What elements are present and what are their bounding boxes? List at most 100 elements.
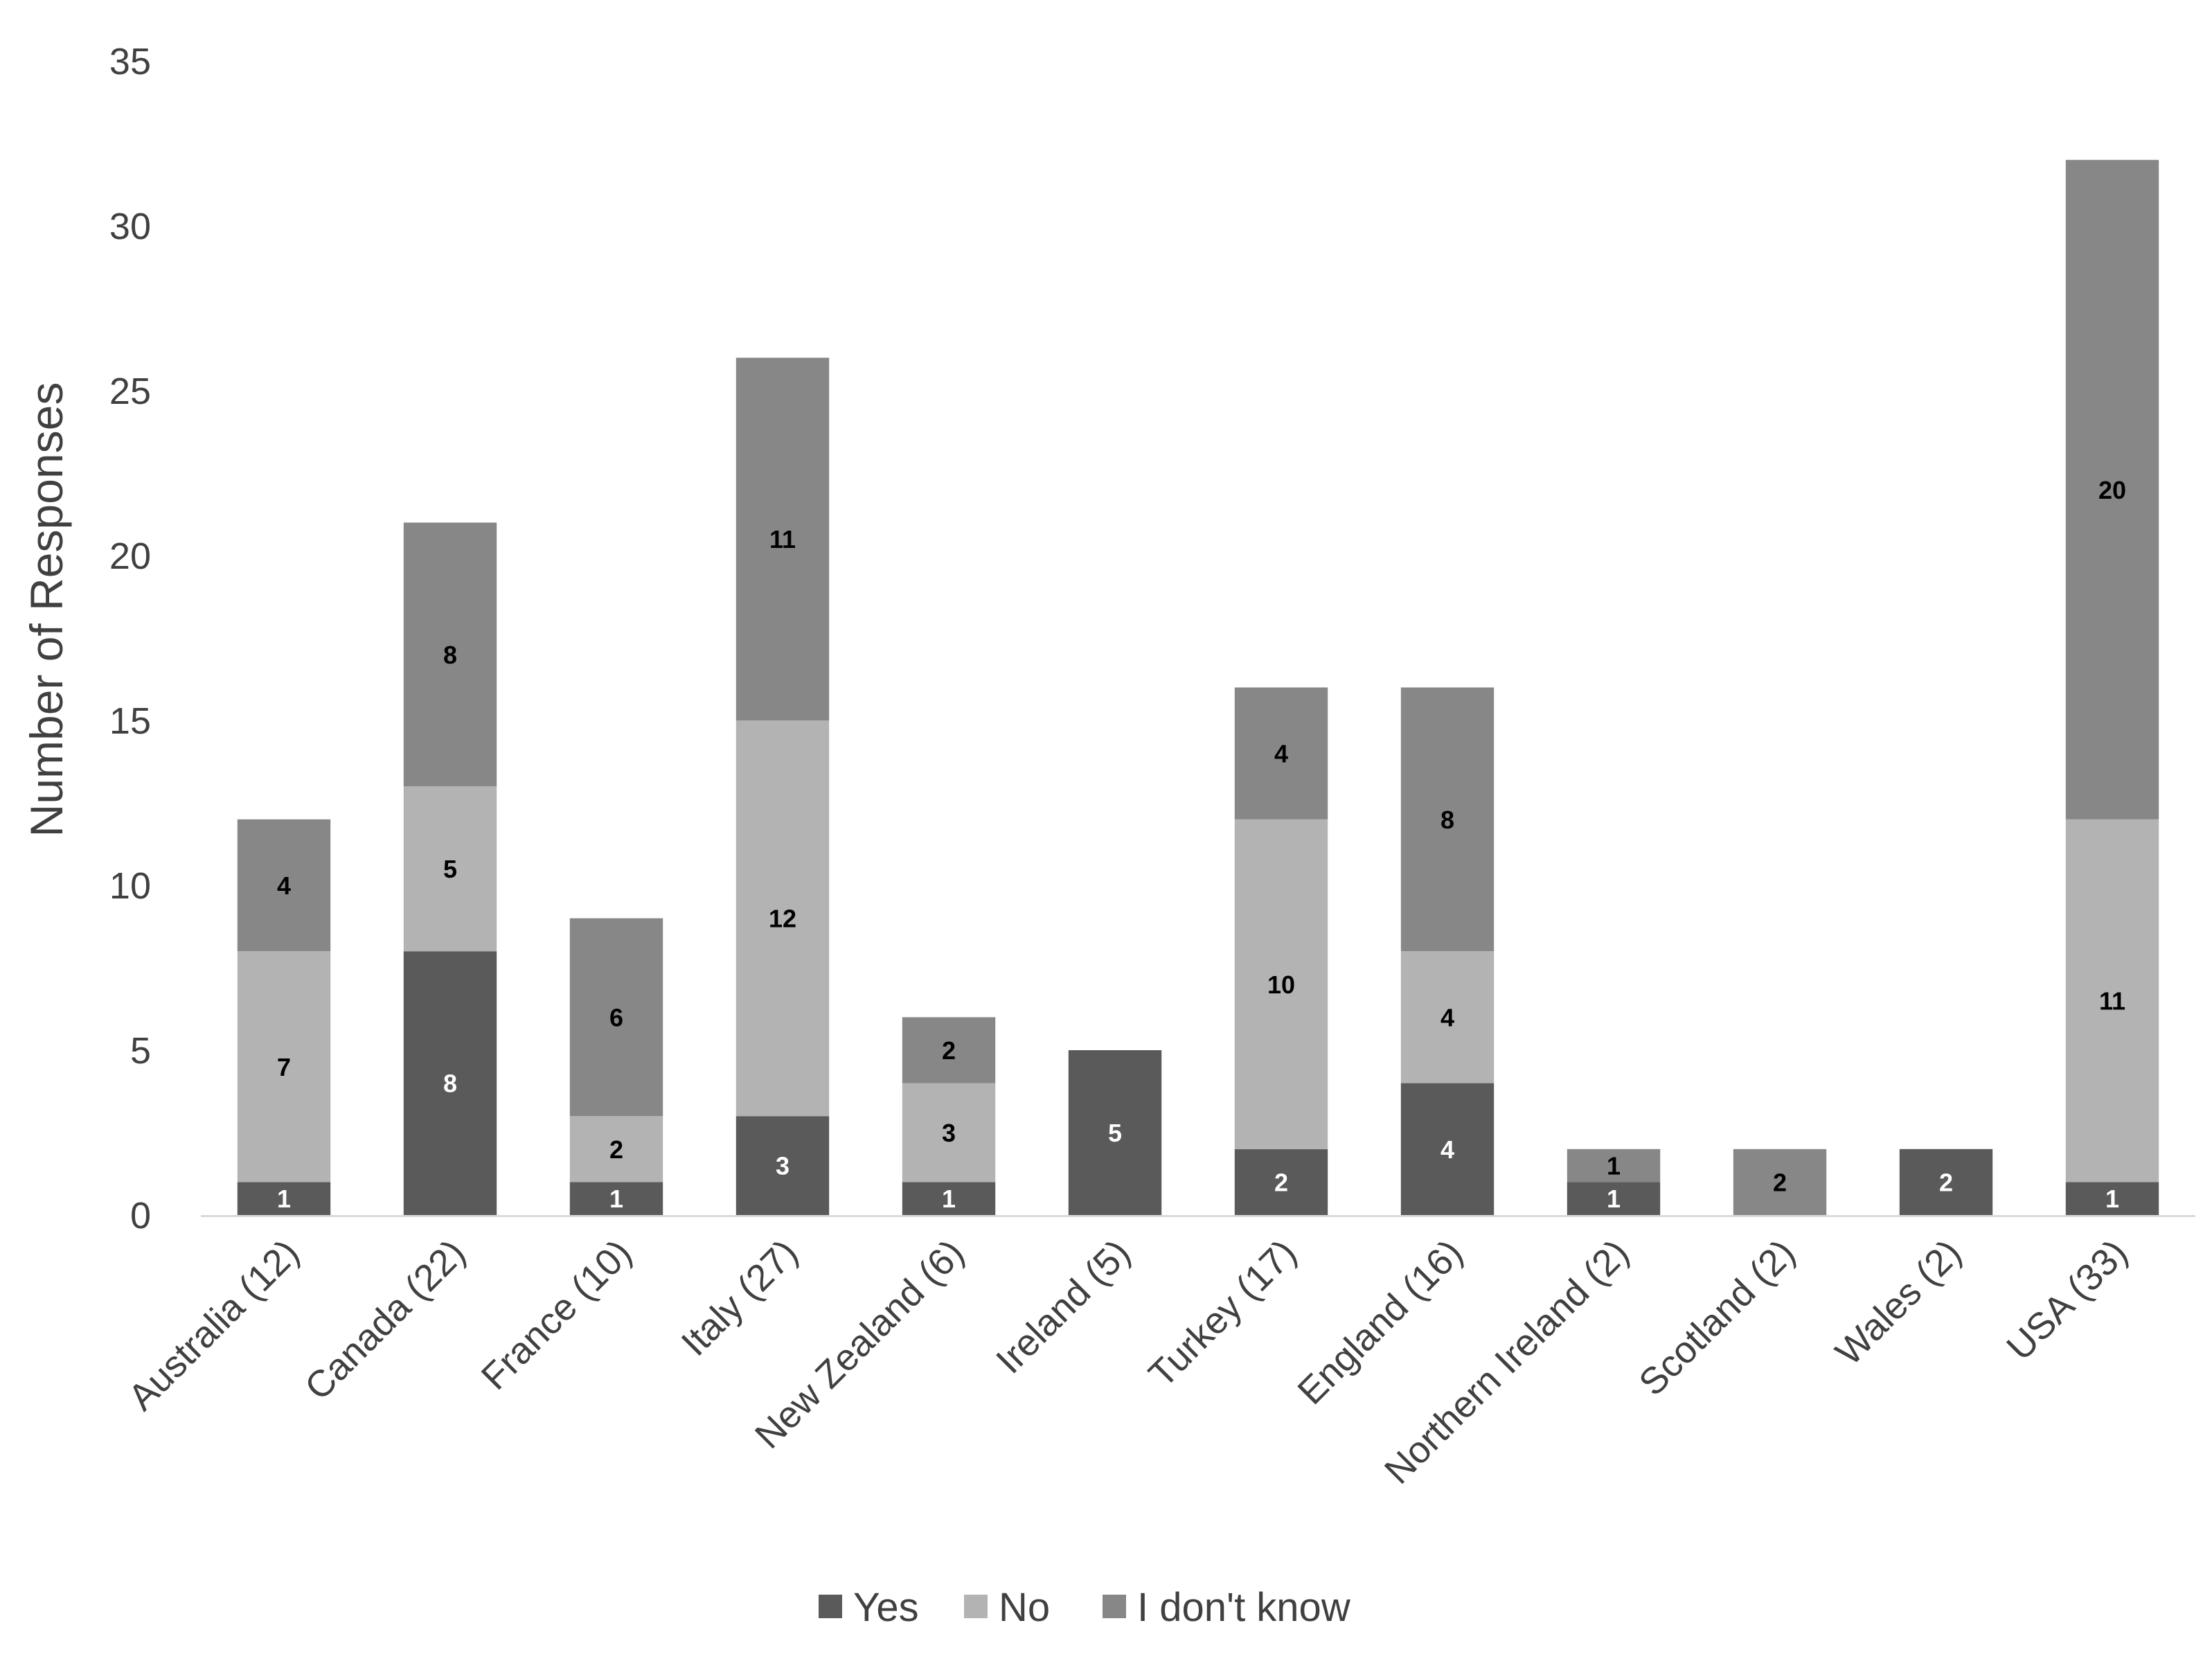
- bar-segment: [735, 1116, 830, 1215]
- data-label: 3: [942, 1119, 956, 1147]
- bar-segment: [902, 1083, 996, 1182]
- x-tick-label: Ireland (5): [988, 1232, 1138, 1381]
- bar-segment: [1733, 1149, 1827, 1215]
- x-tick-label: Turkey (17): [1141, 1232, 1304, 1395]
- bar-segment: [1567, 1149, 1661, 1182]
- legend-swatch: [819, 1595, 842, 1618]
- bar-segment: [735, 357, 830, 720]
- bar-group: 4 4 8: [1400, 687, 1495, 1215]
- data-label: 2: [1773, 1168, 1787, 1196]
- y-tick-label: 15: [109, 700, 151, 742]
- bar-segment: [237, 819, 331, 952]
- data-label: 12: [769, 905, 796, 933]
- y-axis-title: Number of Responses: [21, 382, 72, 838]
- y-tick-label: 5: [130, 1030, 151, 1072]
- bar-group: 1 7 4: [237, 819, 331, 1215]
- data-label: 4: [1274, 740, 1288, 768]
- legend-item: I don't know: [1103, 1585, 1351, 1630]
- data-label: 1: [1607, 1152, 1621, 1180]
- bar-segment: [735, 720, 830, 1117]
- bar-segment: [1234, 819, 1328, 1149]
- y-tick-label: 30: [109, 206, 151, 247]
- x-tick-label: Wales (2): [1828, 1232, 1969, 1373]
- bar-group: 5: [1068, 1050, 1162, 1215]
- legend: Yes No I don't know: [819, 1585, 1351, 1630]
- legend-label: Yes: [853, 1585, 919, 1630]
- bar-segment: [1400, 687, 1495, 952]
- legend-item: Yes: [819, 1585, 919, 1630]
- data-label: 10: [1267, 971, 1295, 999]
- bar-group: 2: [1733, 1149, 1827, 1215]
- y-tick-label: 0: [130, 1195, 151, 1237]
- data-label: 3: [776, 1152, 790, 1180]
- bar-segment: [902, 1017, 996, 1083]
- bar-segment: [569, 918, 663, 1117]
- data-label: 2: [942, 1036, 956, 1065]
- legend-swatch: [964, 1595, 988, 1618]
- data-label: 6: [609, 1003, 623, 1031]
- data-label: 2: [609, 1135, 623, 1164]
- legend-item: No: [964, 1585, 1050, 1630]
- data-label: 1: [609, 1185, 623, 1213]
- data-label: 2: [1939, 1168, 1953, 1196]
- data-label: 8: [443, 1070, 457, 1098]
- bar-group: 3 12 11: [735, 357, 830, 1215]
- bar-segment: [2065, 819, 2159, 1182]
- x-tick-label: Italy (27): [674, 1232, 806, 1364]
- bar-segment: [2065, 159, 2159, 819]
- y-tick-label: 20: [109, 535, 151, 577]
- x-tick-label: USA (33): [1999, 1232, 2135, 1368]
- legend-swatch: [1103, 1595, 1126, 1618]
- x-axis-labels: Australia (12)Canada (22) France (10) Ital…: [121, 1232, 2136, 1492]
- data-label: 1: [277, 1185, 291, 1213]
- bar-segment: [403, 951, 497, 1215]
- bar-segment: [237, 1182, 331, 1215]
- bar-segment: [403, 786, 497, 952]
- data-label: 7: [277, 1053, 291, 1081]
- data-label: 4: [277, 871, 291, 900]
- bar-segment: [1567, 1182, 1661, 1215]
- data-label: 11: [769, 525, 796, 553]
- data-label: 5: [1108, 1119, 1122, 1147]
- bar-group: 1 2 6: [569, 918, 663, 1215]
- data-label: 2: [1274, 1168, 1288, 1196]
- x-tick-label: Australia (12): [121, 1232, 307, 1419]
- data-label: 20: [2098, 476, 2126, 504]
- bar-group: 2 10 4: [1234, 687, 1328, 1215]
- x-tick-label: Canada (22): [297, 1232, 474, 1408]
- y-tick-label: 10: [109, 865, 151, 907]
- bar-segment: [1234, 687, 1328, 819]
- legend-label: I don't know: [1137, 1585, 1351, 1630]
- bar-segment: [237, 951, 331, 1182]
- x-tick-label: France (10): [474, 1232, 640, 1398]
- bar-segment: [1068, 1050, 1162, 1215]
- bar-segment: [1899, 1149, 1993, 1215]
- data-label: 1: [2105, 1185, 2119, 1213]
- data-label: 4: [1441, 1135, 1454, 1164]
- bar-segment: [569, 1182, 663, 1215]
- bar-segment: [1400, 1083, 1495, 1215]
- data-label: 8: [1441, 806, 1454, 834]
- y-axis-ticks: 0 5 10 15 20 25 30 35: [109, 41, 151, 1237]
- bar-segment: [1400, 951, 1495, 1083]
- bar-segment: [2065, 1182, 2159, 1215]
- data-label: 1: [942, 1185, 956, 1213]
- bar-segment: [403, 522, 497, 787]
- x-tick-label: Scotland (2): [1631, 1232, 1803, 1403]
- data-label: 1: [1607, 1185, 1621, 1213]
- data-label: 8: [443, 641, 457, 669]
- y-tick-label: 35: [109, 41, 151, 82]
- data-label: 4: [1441, 1003, 1454, 1031]
- legend-label: No: [999, 1585, 1050, 1630]
- data-label: 5: [443, 855, 457, 883]
- y-tick-label: 25: [109, 371, 151, 412]
- bar-segment: [569, 1116, 663, 1182]
- bar-segment: [1234, 1149, 1328, 1215]
- bar-group: 1 3 2: [902, 1017, 996, 1215]
- bar-group: 11: [1567, 1149, 1661, 1215]
- bar-group: 2: [1899, 1149, 1993, 1215]
- data-label: 11: [2099, 987, 2125, 1016]
